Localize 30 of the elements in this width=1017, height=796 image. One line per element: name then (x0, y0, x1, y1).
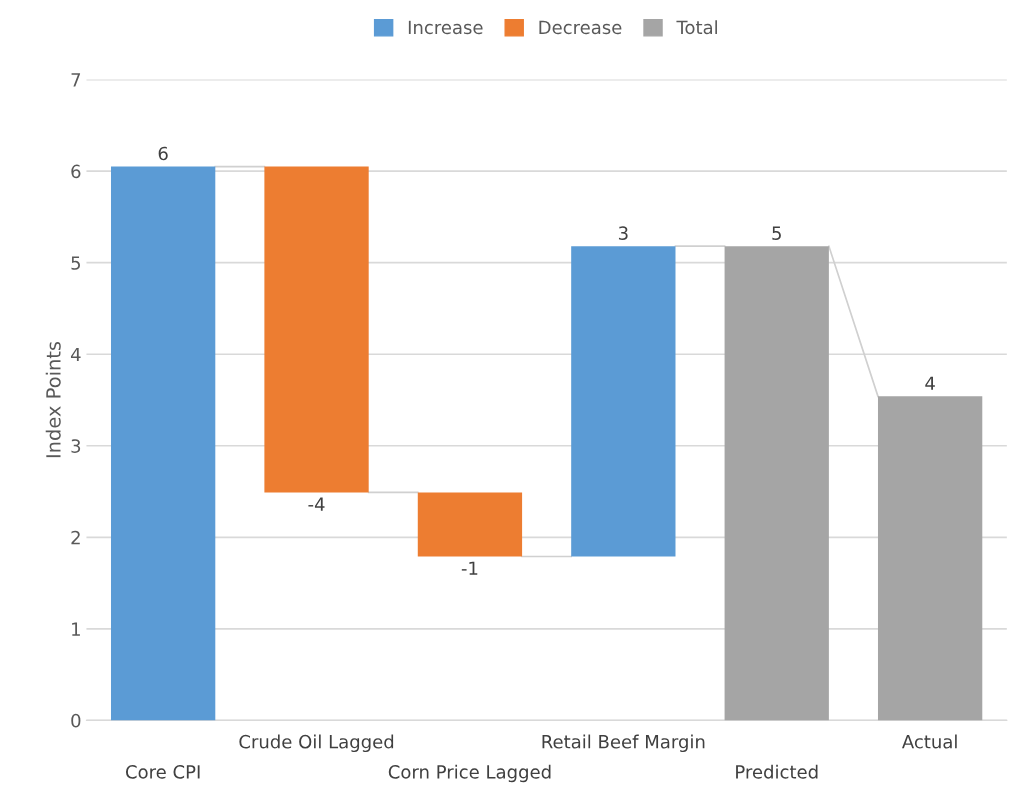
legend-label: Increase (408, 20, 483, 35)
y-tick-label: 4 (70, 347, 81, 362)
y-tick-label: 5 (71, 256, 81, 270)
data-label: -1 (461, 561, 478, 575)
legend-label: Decrease (539, 20, 622, 35)
y-tick-label: 0 (71, 713, 81, 728)
data-label: 6 (158, 146, 168, 161)
x-tick-label: Crude Oil Lagged (239, 734, 394, 752)
data-label: 3 (618, 226, 628, 240)
x-tick-label: Corn Price Lagged (388, 764, 551, 783)
x-tick-label: Predicted (736, 764, 818, 779)
bar (571, 246, 676, 557)
bar (110, 166, 216, 721)
x-tick-label: Retail Beef Margin (542, 734, 705, 752)
bar (877, 396, 983, 721)
y-tick-label: 2 (71, 530, 80, 545)
x-tick-label: Core CPI (125, 765, 200, 779)
y-axis-title: Index Points (45, 341, 61, 458)
bar (264, 166, 369, 493)
legend-label: Total (676, 20, 717, 35)
data-label: 5 (772, 226, 781, 240)
data-label: 4 (925, 376, 935, 390)
y-tick-label: 7 (71, 73, 81, 87)
data-label: -4 (308, 497, 325, 511)
x-tick-label: Actual (901, 734, 957, 749)
y-tick-label: 6 (71, 164, 81, 179)
y-tick-label: 3 (71, 439, 81, 453)
y-tick-label: 1 (72, 622, 80, 636)
bar (417, 492, 523, 557)
bar (724, 246, 829, 721)
